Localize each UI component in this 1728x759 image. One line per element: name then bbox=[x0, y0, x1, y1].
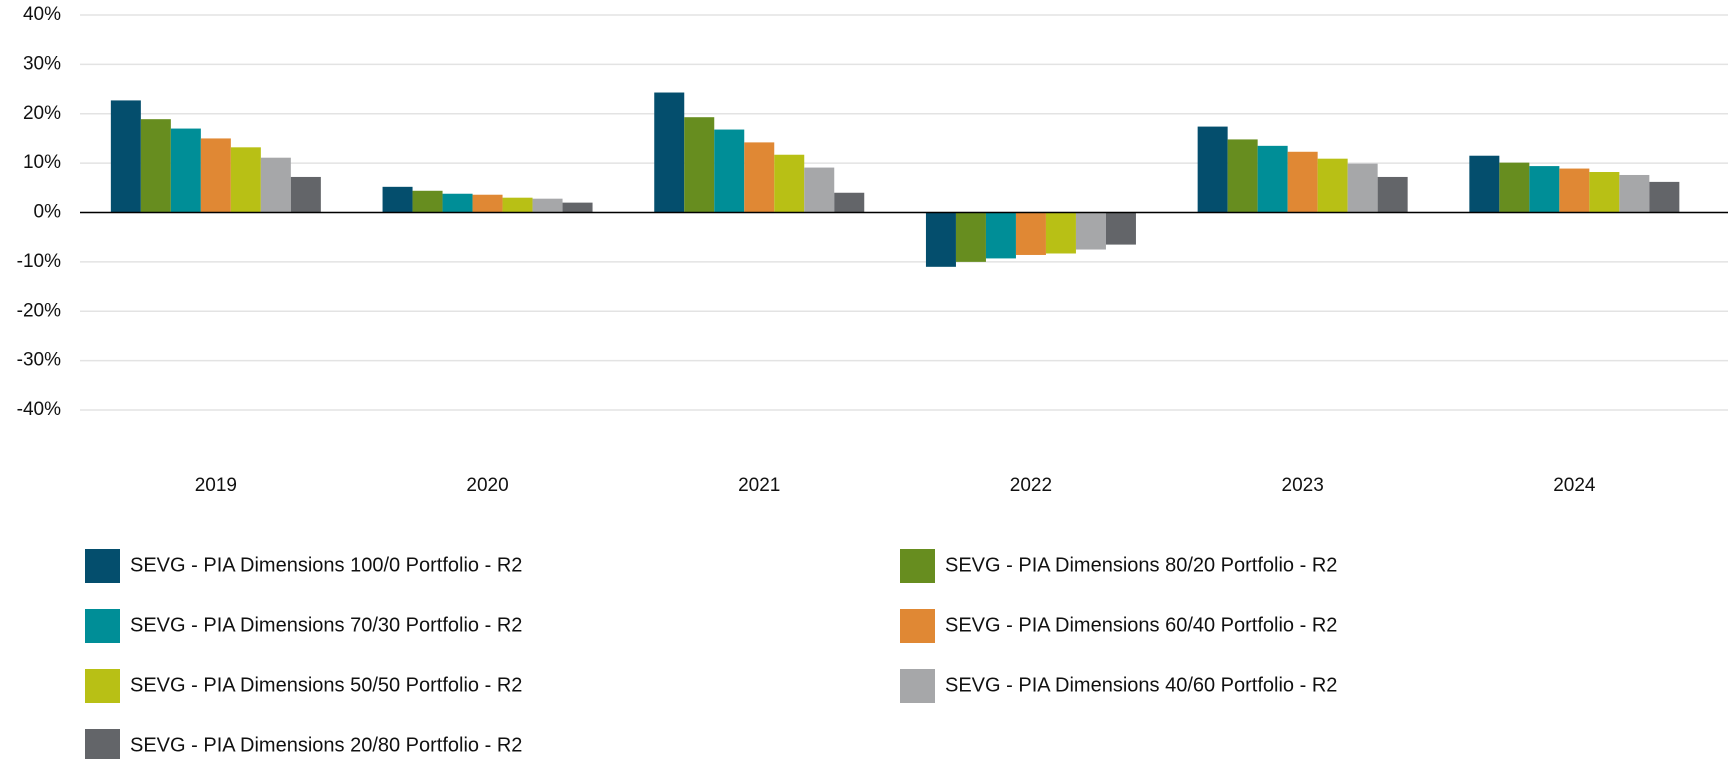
bar bbox=[1045, 212, 1076, 254]
y-tick-label: 20% bbox=[23, 103, 61, 124]
bar bbox=[230, 147, 261, 213]
y-tick-label: 30% bbox=[23, 53, 61, 74]
bar bbox=[985, 212, 1016, 259]
bar bbox=[1347, 163, 1378, 213]
bar bbox=[290, 176, 321, 213]
bar bbox=[834, 192, 865, 213]
legend-swatch bbox=[85, 549, 120, 583]
bar bbox=[260, 157, 291, 213]
legend-label: SEVG - PIA Dimensions 50/50 Portfolio - … bbox=[130, 674, 522, 696]
y-tick-label: 0% bbox=[34, 202, 62, 223]
legend-label: SEVG - PIA Dimensions 70/30 Portfolio - … bbox=[130, 614, 522, 636]
y-tick-label: -20% bbox=[17, 300, 61, 321]
bar bbox=[1015, 212, 1046, 255]
bar bbox=[744, 142, 775, 213]
bar bbox=[1227, 139, 1258, 213]
bar bbox=[1287, 151, 1318, 213]
y-tick-label: -40% bbox=[17, 399, 61, 420]
bar bbox=[1529, 166, 1560, 213]
x-tick-label: 2023 bbox=[1282, 475, 1324, 496]
bar bbox=[925, 212, 956, 267]
legend-label: SEVG - PIA Dimensions 100/0 Portfolio - … bbox=[130, 554, 522, 576]
legend-label: SEVG - PIA Dimensions 40/60 Portfolio - … bbox=[945, 674, 1337, 696]
bar bbox=[1559, 168, 1590, 213]
legend-label: SEVG - PIA Dimensions 20/80 Portfolio - … bbox=[130, 734, 522, 756]
bar bbox=[140, 119, 171, 213]
legend-swatch bbox=[85, 669, 120, 703]
legend-swatch bbox=[900, 549, 935, 583]
bar bbox=[412, 190, 443, 213]
bar bbox=[714, 129, 745, 213]
bar bbox=[955, 212, 986, 262]
bar bbox=[1589, 172, 1620, 213]
bar bbox=[562, 202, 593, 213]
bar bbox=[1317, 158, 1348, 213]
bar bbox=[442, 193, 473, 213]
x-tick-label: 2022 bbox=[1010, 475, 1052, 496]
bar bbox=[1377, 176, 1408, 213]
bar bbox=[472, 194, 503, 213]
legend-swatch bbox=[900, 669, 935, 703]
y-tick-label: -30% bbox=[17, 350, 61, 371]
x-tick-label: 2019 bbox=[195, 475, 237, 496]
bar bbox=[170, 128, 201, 213]
bar bbox=[1257, 145, 1288, 213]
bar bbox=[1105, 212, 1136, 245]
bar bbox=[684, 117, 715, 213]
bar bbox=[110, 100, 141, 213]
y-tick-label: 10% bbox=[23, 152, 61, 173]
legend-swatch bbox=[85, 729, 120, 759]
legend-label: SEVG - PIA Dimensions 80/20 Portfolio - … bbox=[945, 554, 1337, 576]
legend-swatch bbox=[900, 609, 935, 643]
bar bbox=[774, 154, 805, 213]
y-tick-label: 40% bbox=[23, 4, 61, 25]
x-tick-label: 2021 bbox=[738, 475, 780, 496]
bar bbox=[1469, 155, 1500, 213]
bar bbox=[1649, 181, 1680, 213]
bar bbox=[654, 92, 685, 213]
bar bbox=[502, 197, 533, 213]
bar bbox=[1197, 126, 1228, 213]
x-tick-label: 2024 bbox=[1553, 475, 1596, 496]
bar bbox=[804, 167, 835, 213]
legend-label: SEVG - PIA Dimensions 60/40 Portfolio - … bbox=[945, 614, 1337, 636]
bar bbox=[1075, 212, 1106, 250]
bar bbox=[1499, 162, 1530, 213]
bar bbox=[382, 186, 413, 213]
bar bbox=[1619, 174, 1650, 213]
x-tick-label: 2020 bbox=[466, 475, 508, 496]
y-tick-label: -10% bbox=[17, 251, 61, 272]
bar bbox=[200, 138, 231, 213]
bar bbox=[532, 198, 563, 213]
legend-swatch bbox=[85, 609, 120, 643]
